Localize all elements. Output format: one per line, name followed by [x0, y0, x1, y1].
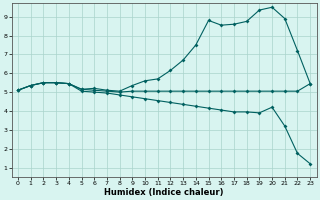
X-axis label: Humidex (Indice chaleur): Humidex (Indice chaleur)	[104, 188, 224, 197]
